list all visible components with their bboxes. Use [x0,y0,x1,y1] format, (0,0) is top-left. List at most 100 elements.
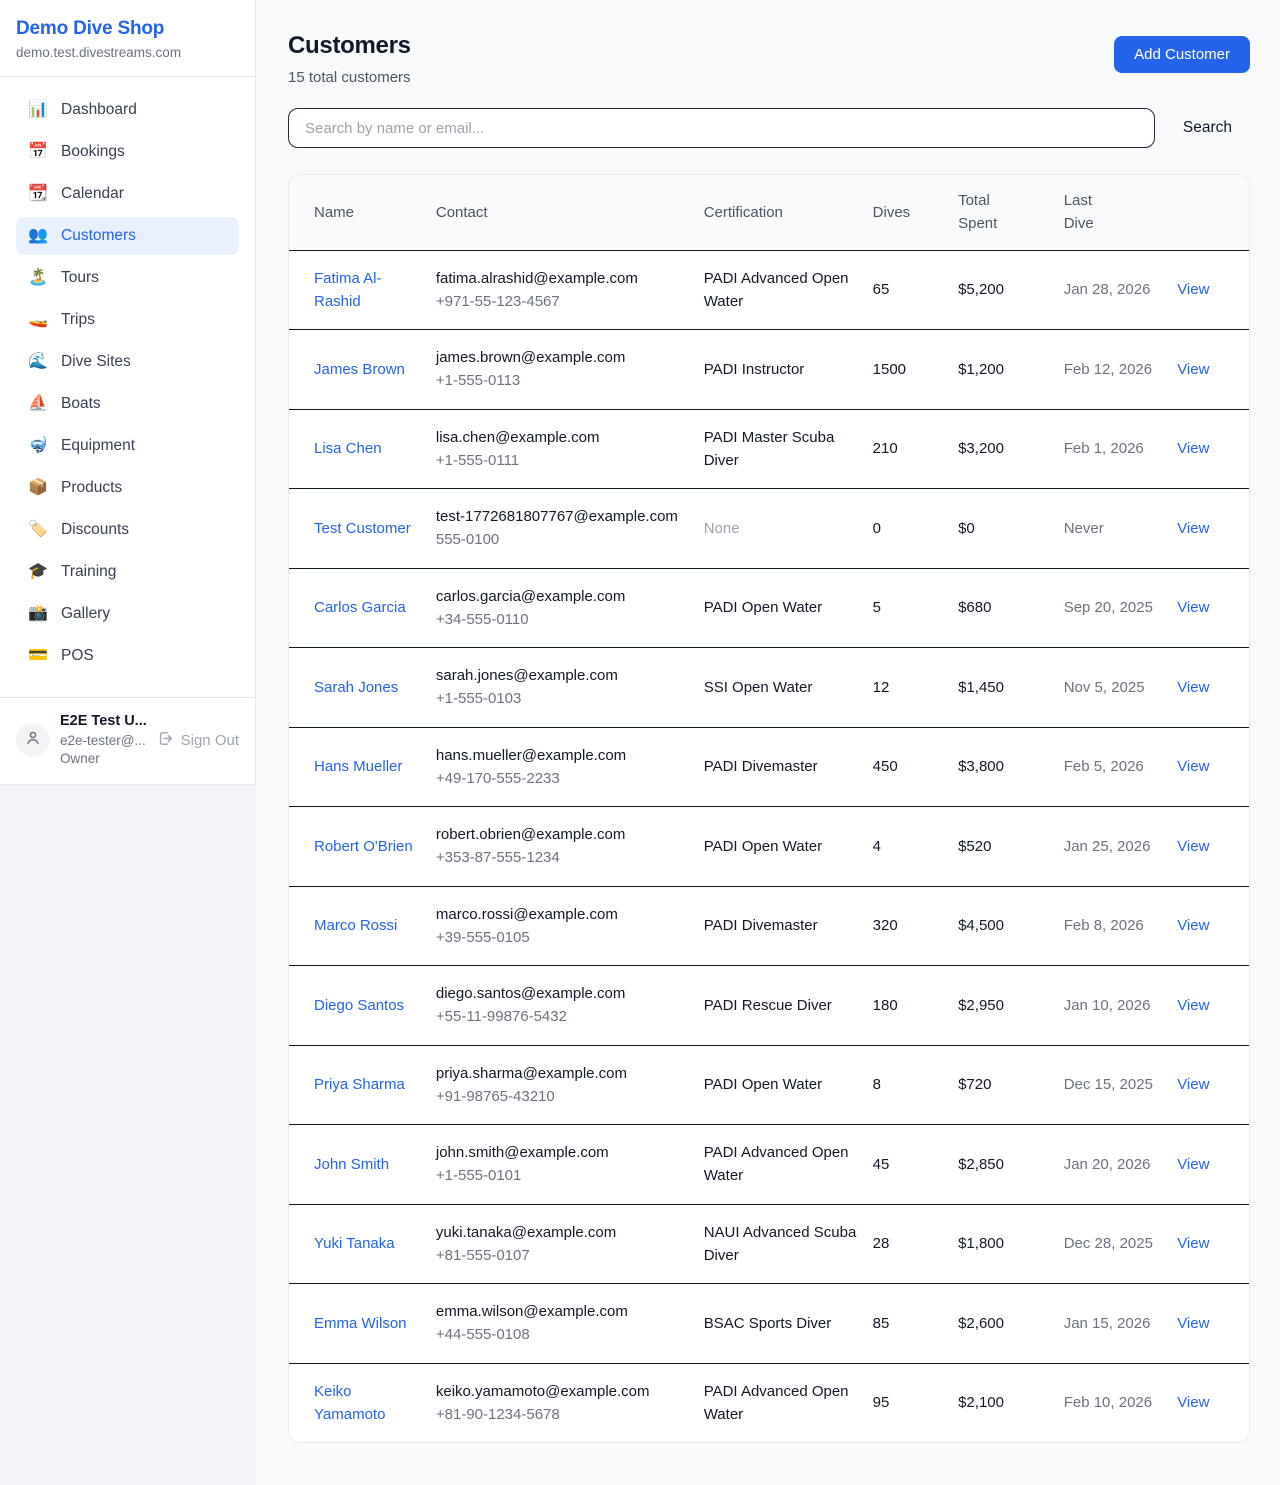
certification-value: PADI Open Water [703,837,823,855]
sidebar-item-label: Trips [61,311,95,328]
view-link[interactable]: View [1177,281,1210,299]
sidebar-item-pos[interactable]: 💳 POS [16,637,239,675]
customer-name-link[interactable]: Test Customer [314,519,411,537]
contact-cell: lisa.chen@example.com +1-555-0111 [435,409,704,489]
customer-name-link[interactable]: Diego Santos [314,996,405,1014]
search-button[interactable]: Search [1183,111,1232,145]
customer-name-link[interactable]: James Brown [314,360,405,378]
total-spent-cell: $520 [958,806,1064,887]
total-spent-value: $680 [958,599,992,617]
contact-cell: priya.sharma@example.com +91-98765-43210 [435,1045,704,1125]
name-cell: Lisa Chen [289,409,436,489]
view-link[interactable]: View [1177,917,1210,935]
sidebar-item-training[interactable]: 🎓 Training [16,553,239,591]
search-input[interactable] [288,108,1155,148]
sidebar-item-label: Gallery [61,605,111,622]
customer-phone: +353-87-555-1234 [435,849,560,867]
customer-name-link[interactable]: Keiko Yamamoto [314,1382,386,1423]
view-link[interactable]: View [1177,1314,1210,1332]
sidebar-item-boats[interactable]: ⛵ Boats [16,385,239,423]
customer-email: lisa.chen@example.com [435,428,600,446]
sign-out-button[interactable]: Sign Out [157,730,239,751]
last-dive-cell: Feb 1, 2026 [1063,409,1172,489]
view-link[interactable]: View [1177,678,1210,696]
column-header-certification: Certification [703,175,873,251]
sidebar-item-dashboard[interactable]: 📊 Dashboard [16,91,239,129]
certification-cell: PADI Advanced Open Water [703,250,873,330]
add-customer-button[interactable]: Add Customer [1114,36,1250,73]
dives-cell: 180 [872,965,959,1046]
table-row: Fatima Al-Rashid fatima.alrashid@example.… [289,250,1249,330]
customer-email: priya.sharma@example.com [435,1064,628,1082]
view-link[interactable]: View [1177,837,1210,855]
name-cell: Robert O'Brien [289,806,436,887]
dives-value: 1500 [872,360,907,378]
customer-name-link[interactable]: Carlos Garcia [314,599,406,617]
last-dive-value: Nov 5, 2025 [1063,678,1145,696]
total-spent-value: $2,850 [958,1155,1004,1173]
certification-cell: PADI Rescue Diver [703,965,873,1046]
customer-name-link[interactable]: Fatima Al-Rashid [314,269,382,310]
customer-name-link[interactable]: Emma Wilson [314,1314,407,1332]
sidebar-item-products[interactable]: 📦 Products [16,469,239,507]
customer-name-link[interactable]: Hans Mueller [314,758,403,776]
equipment-icon: 🤿 [28,437,48,454]
view-link[interactable]: View [1177,360,1210,378]
customer-phone: +971-55-123-4567 [435,292,560,310]
dives-cell: 1500 [872,329,959,410]
customer-name-link[interactable]: Yuki Tanaka [314,1235,395,1253]
customer-name-link[interactable]: Marco Rossi [314,917,398,935]
actions-cell: View [1171,409,1249,489]
sidebar-item-dive-sites[interactable]: 🌊 Dive Sites [16,343,239,381]
certification-cell: PADI Open Water [703,568,873,648]
sidebar-item-label: Dashboard [61,101,137,118]
total-spent-cell: $2,600 [958,1283,1064,1364]
customer-name-link[interactable]: Robert O'Brien [314,837,413,855]
actions-cell: View [1171,250,1249,330]
contact-cell: sarah.jones@example.com +1-555-0103 [435,647,704,728]
sidebar-item-label: Discounts [61,521,130,538]
sidebar-nav: 📊 Dashboard 📅 Bookings 📆 Calendar 👥 Customers 🏝️… [0,77,255,689]
dives-value: 450 [872,758,898,776]
view-link[interactable]: View [1177,996,1210,1014]
customer-name-link[interactable]: Lisa Chen [314,440,382,458]
dives-cell: 0 [872,488,959,569]
view-link[interactable]: View [1177,1155,1210,1173]
total-spent-value: $1,800 [958,1235,1004,1253]
sidebar-item-equipment[interactable]: 🤿 Equipment [16,427,239,465]
page-title: Customers [288,32,411,59]
sidebar-item-bookings[interactable]: 📅 Bookings [16,133,239,171]
sidebar-item-discounts[interactable]: 🏷️ Discounts [16,511,239,549]
customer-name-link[interactable]: Sarah Jones [314,678,399,696]
actions-cell: View [1171,329,1249,410]
table-row: Emma Wilson emma.wilson@example.com +44-55… [289,1283,1249,1364]
actions-cell: View [1171,1045,1249,1125]
customer-phone: +49-170-555-2233 [435,769,560,787]
sidebar-item-customers[interactable]: 👥 Customers [16,217,239,255]
view-link[interactable]: View [1177,440,1210,458]
page-header: Customers 15 total customers Add Custome… [288,32,1250,86]
view-link[interactable]: View [1177,1394,1210,1412]
column-header-actions [1171,175,1249,251]
certification-value: PADI Instructor [703,360,805,378]
total-spent-cell: $720 [958,1045,1064,1125]
view-link[interactable]: View [1177,758,1210,776]
view-link[interactable]: View [1177,1235,1210,1253]
sidebar-item-tours[interactable]: 🏝️ Tours [16,259,239,297]
sidebar-item-gallery[interactable]: 📸 Gallery [16,595,239,633]
sidebar-item-calendar[interactable]: 📆 Calendar [16,175,239,213]
dives-value: 95 [872,1394,890,1412]
view-link[interactable]: View [1177,519,1210,537]
dives-value: 28 [872,1235,890,1253]
view-link[interactable]: View [1177,599,1210,617]
trips-icon: 🚤 [28,311,48,328]
total-spent-value: $3,800 [958,758,1004,776]
view-link[interactable]: View [1177,1076,1210,1094]
sign-out-icon [157,730,174,751]
sidebar-item-trips[interactable]: 🚤 Trips [16,301,239,339]
table-row: Diego Santos diego.santos@example.com +55-… [289,965,1249,1046]
boats-icon: ⛵ [28,395,48,412]
customer-name-link[interactable]: John Smith [314,1155,390,1173]
table-row: John Smith john.smith@example.com +1-555-0… [289,1124,1249,1205]
customer-name-link[interactable]: Priya Sharma [314,1076,405,1094]
